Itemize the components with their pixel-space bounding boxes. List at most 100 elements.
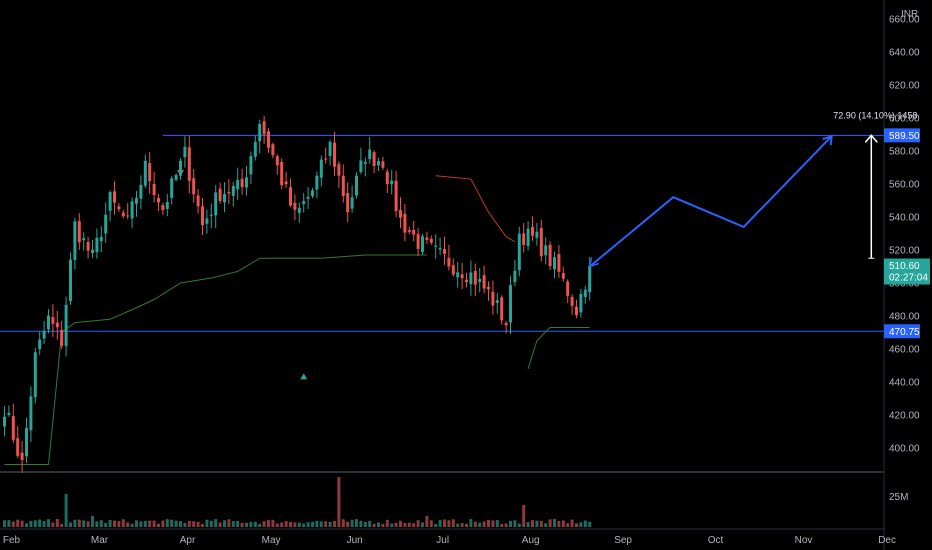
volume-bar — [363, 521, 367, 527]
horizontal-lines[interactable] — [0, 134, 884, 332]
candle-body — [3, 416, 6, 427]
candle-body — [183, 146, 187, 158]
candle-body — [588, 265, 592, 293]
candle-body — [443, 248, 446, 254]
candle-body — [73, 221, 77, 261]
candle-body — [117, 206, 121, 210]
volume-bar — [77, 519, 81, 527]
volume-bar — [311, 521, 314, 527]
volume-bar — [504, 523, 508, 527]
volume-bar — [566, 523, 570, 527]
volume-bar — [157, 523, 160, 527]
volume-bar — [377, 522, 380, 527]
month-tick-label: Aug — [522, 535, 540, 546]
price-tick-label: 640.00 — [889, 48, 920, 59]
volume-bar — [214, 519, 218, 527]
candle-body — [487, 286, 490, 290]
volume-bar — [456, 523, 460, 527]
candle-body — [570, 296, 574, 306]
volume-bar — [482, 521, 486, 527]
drawings[interactable]: 72.90 (14.10%) 1458 — [588, 110, 918, 268]
currency-label: INR — [901, 9, 918, 20]
volume-bar — [324, 521, 328, 527]
candle-body — [60, 329, 64, 346]
volume-bar — [306, 522, 310, 527]
volume-bar — [113, 520, 116, 527]
candle-body — [333, 142, 336, 167]
volume-bar — [341, 519, 345, 527]
volume-bar — [108, 519, 112, 527]
volume-bar — [359, 520, 363, 527]
candle-body — [429, 238, 433, 243]
volume-bar — [328, 521, 332, 527]
price-tick-label: 600.00 — [889, 114, 920, 125]
candle-body — [513, 270, 517, 283]
candle-body — [104, 214, 108, 234]
volume-bar — [385, 519, 389, 527]
supertrend-down-line — [435, 175, 516, 243]
hline-price-label: 589.50 — [889, 131, 920, 142]
candle-body — [548, 244, 552, 267]
candle-body — [152, 184, 156, 196]
candle-body — [412, 230, 416, 235]
candle-body — [328, 141, 332, 156]
volume-bar — [249, 521, 253, 527]
price-tick-label: 420.00 — [889, 411, 920, 422]
candle-body — [403, 213, 407, 233]
volume-bar — [201, 523, 204, 527]
candle-body — [113, 191, 116, 203]
volume-bar — [240, 523, 244, 527]
hline-price-badge — [884, 128, 920, 143]
supertrend-up-line — [527, 327, 590, 369]
candle-body — [187, 147, 191, 181]
volume-bar — [473, 521, 477, 527]
volume-bar — [561, 520, 565, 527]
candle-body — [223, 193, 226, 203]
month-tick-label: Jul — [436, 535, 449, 546]
volume-bar — [434, 523, 438, 527]
candle-body — [531, 226, 534, 236]
candle-body — [11, 416, 15, 440]
candle-body — [161, 205, 165, 211]
volume-bar — [509, 520, 512, 527]
volume-bar — [117, 521, 121, 527]
candle-body — [385, 171, 389, 185]
volume-bar — [170, 519, 174, 527]
volume-bar — [161, 520, 165, 527]
volume-bar — [47, 519, 50, 527]
current-price-badge — [884, 258, 930, 285]
current-price-label: 510.60 — [889, 261, 920, 272]
candle-body — [91, 249, 94, 254]
candle-body — [236, 179, 240, 190]
candle-body — [196, 195, 200, 207]
volume-bar — [429, 520, 433, 527]
volume-bar — [553, 519, 556, 527]
candle-body — [209, 214, 213, 216]
volume-bar — [33, 520, 37, 527]
candle-body — [170, 178, 174, 198]
candle-body — [500, 297, 504, 321]
month-tick-label: Jun — [347, 535, 363, 546]
candle-body — [355, 175, 358, 196]
month-tick-label: Sep — [614, 535, 632, 546]
candle-body — [473, 270, 477, 285]
volume-bar — [460, 523, 464, 527]
hline-price-badge — [884, 324, 920, 339]
candle-body — [262, 121, 266, 135]
volume-bar — [121, 519, 125, 527]
candle-body — [130, 201, 134, 219]
candle-body — [253, 142, 257, 157]
volume-bar — [302, 523, 306, 527]
volume-bar — [465, 523, 468, 527]
volume-bar — [209, 520, 213, 527]
candle-body — [7, 412, 11, 415]
volume-bar — [236, 520, 240, 527]
candle-body — [544, 245, 548, 256]
volume-bar — [416, 520, 420, 527]
volume-bar — [126, 522, 130, 527]
candle-body — [509, 285, 512, 323]
hline-price-label: 470.75 — [889, 327, 920, 338]
volume-bar — [513, 520, 517, 527]
candle-body — [249, 156, 253, 175]
